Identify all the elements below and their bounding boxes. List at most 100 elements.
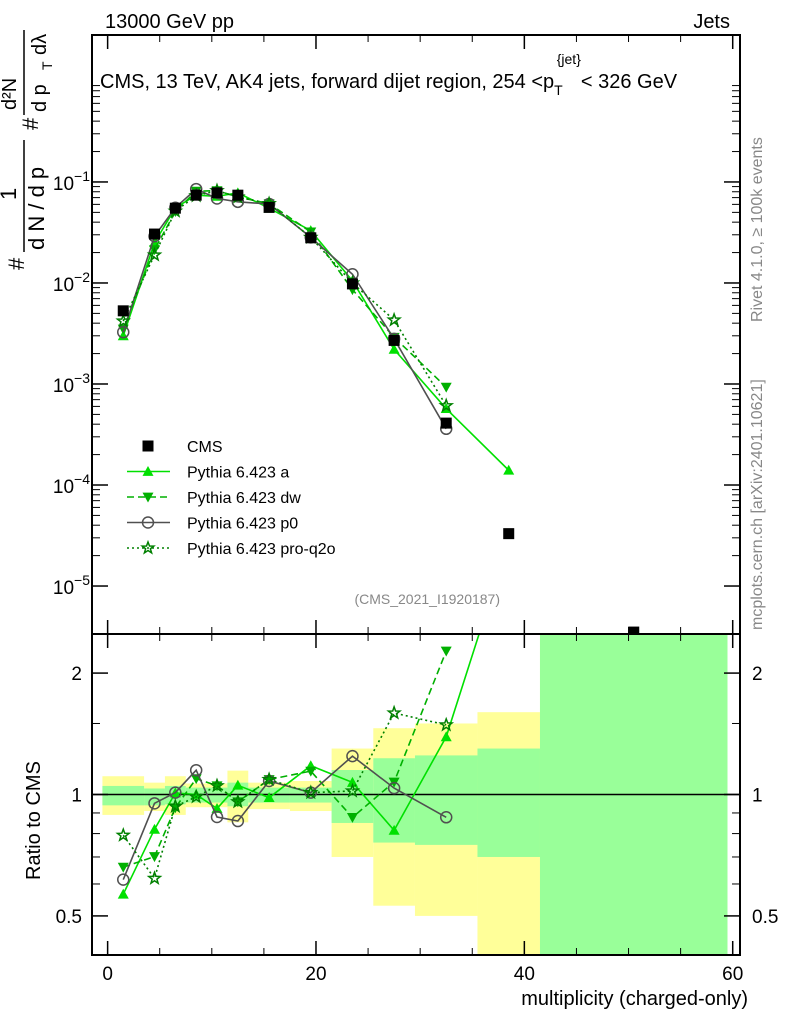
mcplots-label: mcplots.cern.ch [arXiv:2401.10621] [749, 379, 766, 630]
x-tick-label: 0 [102, 964, 113, 985]
data-point-cms [117, 305, 129, 317]
ratio-point-p0 [346, 749, 359, 763]
ratio-point-dw [149, 852, 161, 863]
data-point-cms [232, 189, 244, 201]
header-left: 13000 GeV pp [105, 11, 234, 33]
ratio-point-p0 [231, 814, 245, 828]
ratio-point-dw [117, 862, 129, 873]
data-point-cms [263, 201, 275, 213]
rivet-version-label: Rivet 4.1.0, ≥ 100k events [749, 137, 766, 322]
stat-uncertainty-band [477, 748, 540, 857]
data-point-cms [169, 202, 181, 214]
point-pro-q2o [115, 312, 132, 328]
svg-text:#: # [18, 117, 43, 130]
ratio-point-pro-q2o [438, 716, 455, 732]
point-a [388, 343, 400, 354]
stat-uncertainty-band [102, 785, 145, 806]
point-pro-q2o [386, 311, 402, 327]
point-pro-q2o [146, 246, 163, 262]
ratio-tick-label-right: 0.5 [752, 907, 778, 928]
svg-text:1: 1 [0, 188, 21, 200]
legend: CMS Pythia 6.423 a Pythia 6.423 dw Pythia 6… [127, 439, 336, 558]
ratio-point-pro-q2o [146, 870, 163, 886]
ratio-axis-label: Ratio to CMS [23, 761, 45, 880]
series-line-p0 [122, 188, 447, 430]
x-axis-label: multiplicity (charged-only) [521, 988, 748, 1010]
point-p0 [117, 325, 130, 339]
svg-text:d²N: d²N [0, 78, 21, 110]
y-tick-label: 10−4 [53, 471, 90, 498]
ratio-point-a [232, 779, 244, 790]
y-tick-label: 10−3 [53, 370, 90, 397]
svg-text:dλ: dλ [29, 34, 51, 55]
ratio-point-p0 [439, 811, 453, 824]
data-point-cms [305, 232, 317, 244]
svg-text:d N / d p: d N / d p [24, 167, 49, 250]
x-tick-label: 40 [514, 964, 535, 985]
ratio-tick-label-left: 0.5 [56, 907, 82, 928]
series-line-pro-q2o [122, 189, 447, 407]
legend-marker [142, 440, 154, 452]
ratio-point-pro-q2o [230, 793, 246, 809]
ratio-point-pro-q2o [115, 826, 132, 842]
ratio-point-pro-q2o [386, 704, 402, 720]
ratio-point-p0 [117, 873, 130, 886]
ratio-bands [92, 634, 740, 955]
ratio-point-dw [440, 646, 452, 657]
ratio-point-dw [346, 812, 358, 823]
ratio-point-pro-q2o [261, 771, 277, 787]
legend-marker [142, 492, 154, 503]
y-tick-label: 10−5 [53, 572, 90, 599]
ratio-point-dw [305, 766, 317, 777]
legend-marker [141, 516, 155, 529]
y-axis-label: # 1 d N / d p # d²N d p T dλ [0, 30, 55, 270]
svg-text:#: # [4, 257, 29, 270]
ratio-point-a [388, 824, 400, 835]
ratio-point-pro-q2o [302, 784, 319, 800]
x-tick-label: 60 [722, 964, 743, 985]
ratio-point-a [263, 792, 275, 803]
svg-text:d p: d p [29, 84, 51, 112]
data-point-cms [346, 278, 358, 290]
svg-text:T: T [39, 61, 55, 70]
data-point-cms [440, 417, 452, 429]
ratio-point-p0 [387, 781, 401, 795]
data-point-cms [190, 189, 202, 201]
ratio-point-pro-q2o [209, 777, 225, 793]
header-right: Jets [693, 11, 730, 33]
legend-label: Pythia 6.423 dw [187, 490, 301, 507]
y-tick-label: 10−1 [53, 168, 90, 195]
point-pro-q2o [438, 397, 455, 413]
point-a [503, 464, 515, 475]
data-point-cms [503, 528, 515, 540]
ratio-point-p0 [169, 786, 182, 799]
plot-title: CMS, 13 TeV, AK4 jets, forward dijet reg… [100, 51, 678, 98]
ratio-point-p0 [210, 810, 224, 824]
stat-uncertainty-band [414, 755, 478, 845]
data-point-cms [628, 626, 640, 634]
axis-ticks: 0 20 40 60 10−1 10−2 10−3 10−4 10−5 0.5 0.5 1 1 2 2 [53, 35, 778, 985]
ratio-line-p0 [122, 755, 447, 880]
legend-marker [142, 466, 154, 476]
chart-marks [115, 182, 640, 899]
ratio-tick-label-right: 1 [752, 786, 763, 807]
data-point-cms [388, 334, 400, 346]
legend-label: Pythia 6.423 pro-q2o [187, 541, 336, 558]
ratio-point-a [117, 888, 129, 899]
ratio-point-p0 [189, 763, 203, 777]
ratio-tick-label-left: 2 [71, 664, 82, 685]
main-plot-marks [115, 182, 640, 634]
ratio-line-pro-q2o [122, 712, 447, 881]
data-point-cms [211, 187, 223, 199]
ratio-point-pro-q2o [188, 788, 205, 804]
ratio-tick-label-left: 1 [71, 786, 82, 807]
point-dw [440, 382, 452, 393]
ratio-point-p0 [148, 797, 161, 810]
ratio-point-pro-q2o [167, 798, 184, 814]
ratio-tick-label-right: 2 [752, 664, 763, 685]
ratio-point-a [440, 731, 452, 742]
ratio-plot-marks [115, 634, 480, 899]
legend-label: Pythia 6.423 a [187, 465, 289, 482]
data-point-cms [149, 228, 161, 240]
